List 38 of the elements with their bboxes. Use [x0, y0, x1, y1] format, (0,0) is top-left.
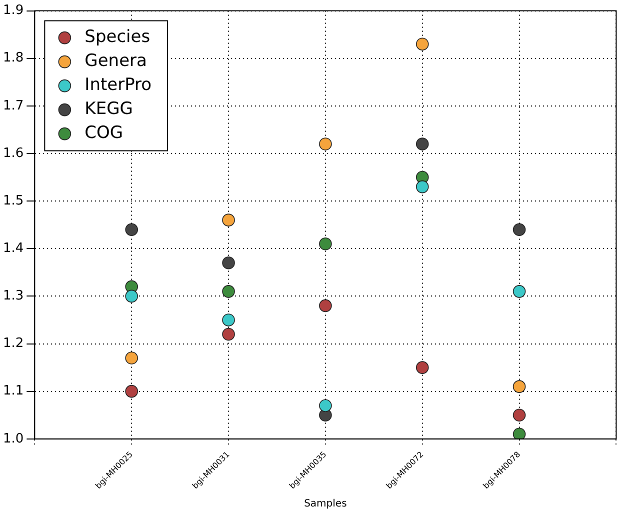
point [222, 256, 235, 270]
y-tick-label: 1.5 [2, 193, 24, 208]
point [512, 223, 526, 236]
point [319, 138, 332, 150]
point [512, 285, 526, 298]
point [319, 237, 332, 250]
y-tick-label: 1.3 [2, 288, 24, 304]
point [125, 290, 138, 303]
point [125, 352, 138, 364]
legend-label: InterPro [84, 75, 152, 96]
y-tick-label: 1.1 [2, 384, 24, 399]
point [125, 223, 138, 236]
point [416, 138, 429, 150]
point [416, 361, 429, 374]
point [222, 328, 235, 341]
y-tick-label: 1.2 [2, 336, 24, 352]
legend-label: Genera [84, 51, 147, 72]
point [512, 428, 526, 439]
point [125, 384, 138, 398]
y-tick-label: 1.4 [2, 241, 24, 256]
point [222, 214, 235, 226]
x-axis-title: Samples [304, 498, 347, 510]
y-tick-label: 1.9 [2, 3, 24, 18]
point [512, 408, 526, 422]
y-tick-label: 1.6 [2, 146, 24, 161]
point [222, 314, 235, 326]
legend-label: Species [84, 27, 150, 48]
point [319, 299, 332, 312]
point [416, 38, 429, 50]
point [319, 399, 332, 412]
point [512, 380, 526, 393]
legend-label: KEGG [84, 99, 133, 120]
point [416, 180, 429, 194]
y-tick-label: 1.0 [2, 431, 24, 446]
y-tick-label: 1.8 [2, 50, 24, 66]
point [222, 285, 235, 298]
legend-label: COG [84, 123, 124, 144]
y-tick-label: 1.7 [2, 98, 24, 114]
